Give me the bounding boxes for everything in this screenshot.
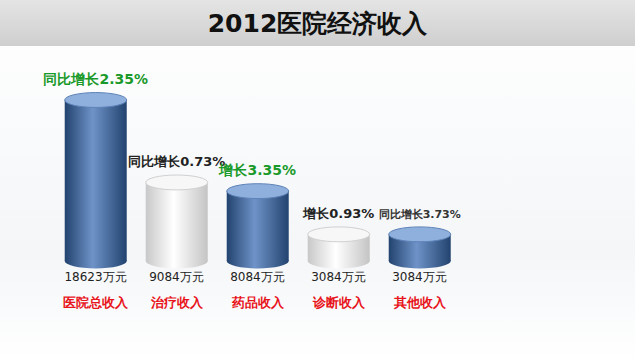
svg-text:9084万元: 9084万元	[149, 270, 204, 284]
svg-text:医院总收入: 医院总收入	[63, 295, 129, 310]
svg-text:3084万元: 3084万元	[392, 270, 447, 284]
svg-text:其他收入: 其他收入	[393, 295, 447, 310]
svg-text:治疗收入: 治疗收入	[150, 295, 204, 310]
svg-text:药品收入: 药品收入	[231, 295, 285, 310]
svg-text:18623万元: 18623万元	[64, 270, 126, 284]
svg-text:增长0.93%: 增长0.93%	[302, 206, 374, 221]
svg-text:8084万元: 8084万元	[230, 270, 285, 284]
svg-text:3084万元: 3084万元	[311, 270, 366, 284]
svg-text:诊断收入: 诊断收入	[312, 295, 366, 310]
svg-text:同比增长3.73%: 同比增长3.73%	[379, 208, 461, 221]
svg-text:同比增长0.73%: 同比增长0.73%	[128, 154, 225, 169]
svg-text:同比增长2.35%: 同比增长2.35%	[43, 71, 148, 87]
svg-text:增长3.35%: 增长3.35%	[218, 162, 296, 178]
html-text:2012医院经济收入: 2012医院经济收入	[207, 8, 428, 38]
